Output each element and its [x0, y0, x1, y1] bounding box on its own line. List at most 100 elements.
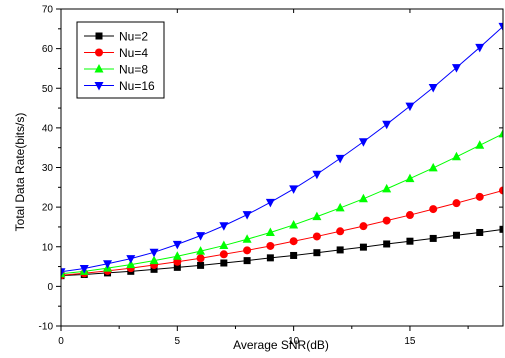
data-point: [429, 234, 437, 242]
data-point: [197, 261, 205, 269]
data-point: [475, 140, 485, 149]
legend-marker: [94, 64, 104, 73]
legend-label: Nu=4: [119, 46, 148, 60]
x-tick-label: 10: [288, 336, 300, 347]
data-point: [358, 138, 368, 147]
data-point: [451, 64, 461, 73]
legend-marker: [95, 32, 103, 40]
data-point: [242, 211, 252, 220]
data-point: [220, 259, 228, 267]
data-point: [452, 231, 460, 239]
data-point: [196, 254, 205, 263]
data-point: [451, 151, 461, 161]
data-point: [359, 222, 368, 231]
data-point: [265, 198, 275, 208]
data-point: [289, 185, 299, 194]
y-tick-label: 60: [42, 44, 54, 55]
data-point: [79, 265, 89, 274]
data-point: [429, 205, 438, 214]
data-point: [312, 232, 321, 241]
data-point: [266, 241, 275, 250]
data-point: [498, 128, 503, 138]
data-point: [290, 251, 298, 259]
data-point: [173, 263, 181, 271]
legend-item: Nu=8: [84, 63, 148, 77]
data-point: [405, 211, 414, 220]
data-point: [126, 255, 136, 264]
data-point: [405, 173, 415, 183]
data-point: [103, 260, 113, 269]
y-tick-label: -10: [39, 322, 54, 333]
x-tick-label: 0: [58, 336, 64, 347]
data-point: [172, 240, 182, 250]
data-point: [61, 268, 66, 277]
series-line: [61, 26, 503, 273]
data-point: [173, 257, 182, 266]
data-point: [475, 43, 485, 53]
data-point: [149, 255, 159, 265]
y-tick-label: 40: [42, 123, 54, 134]
data-point: [405, 102, 415, 112]
data-point: [406, 237, 414, 245]
data-point: [452, 199, 461, 208]
data-point: [358, 193, 368, 203]
data-point: [383, 240, 391, 248]
data-point: [359, 243, 367, 251]
y-tick-label: 70: [42, 5, 54, 16]
y-tick-label: 0: [47, 282, 53, 293]
data-point: [149, 248, 159, 258]
y-tick-label: 30: [42, 163, 54, 174]
data-point: [289, 237, 298, 246]
data-point: [266, 254, 274, 262]
data-point: [243, 246, 252, 255]
series-line: [61, 133, 503, 275]
data-point: [475, 192, 484, 201]
series-nu-2: [61, 225, 503, 280]
y-tick-label: 50: [42, 84, 54, 95]
data-point: [313, 249, 321, 257]
data-point: [336, 246, 344, 254]
series-line: [61, 228, 503, 277]
data-point: [382, 120, 392, 130]
legend-item: Nu=4: [84, 46, 148, 60]
data-point: [335, 154, 345, 164]
data-point: [172, 251, 182, 260]
data-point: [243, 257, 251, 265]
data-point: [382, 216, 391, 225]
y-tick-label: 20: [42, 203, 54, 214]
y-tick-label: 10: [42, 242, 54, 253]
series-line: [61, 190, 503, 276]
data-point: [219, 240, 229, 250]
data-point: [196, 232, 206, 241]
data-point: [336, 227, 345, 236]
series-nu-8: [61, 128, 503, 278]
legend-label: Nu=16: [119, 79, 155, 93]
data-point: [428, 83, 438, 93]
data-point: [499, 225, 503, 233]
x-tick-label: 15: [404, 336, 416, 347]
data-point: [476, 228, 484, 236]
data-point: [196, 246, 206, 255]
series-nu-16: [61, 22, 503, 277]
legend-item: Nu=16: [84, 79, 155, 93]
data-point: [265, 227, 275, 236]
legend: Nu=2 Nu=4 Nu=8 Nu=16: [76, 21, 165, 99]
x-tick-label: 5: [175, 336, 181, 347]
legend-item: Nu=2: [84, 30, 148, 44]
legend-marker: [95, 48, 103, 57]
data-point: [335, 202, 345, 212]
data-point: [382, 183, 392, 193]
data-point: [242, 234, 252, 243]
series-layer: [61, 22, 503, 280]
y-axis-label: Total Data Rate(bits/s): [13, 113, 27, 232]
data-point: [219, 250, 228, 259]
legend-label: Nu=8: [119, 63, 148, 77]
data-point: [289, 219, 299, 229]
data-point: [498, 22, 503, 32]
data-point: [428, 162, 438, 172]
data-point: [312, 211, 322, 221]
axes: -10 0 10 20 30 40 50 60 70 0 5 10 15: [39, 5, 504, 347]
x-axis-label: Average SNR(dB): [233, 338, 329, 352]
data-point: [312, 170, 322, 180]
